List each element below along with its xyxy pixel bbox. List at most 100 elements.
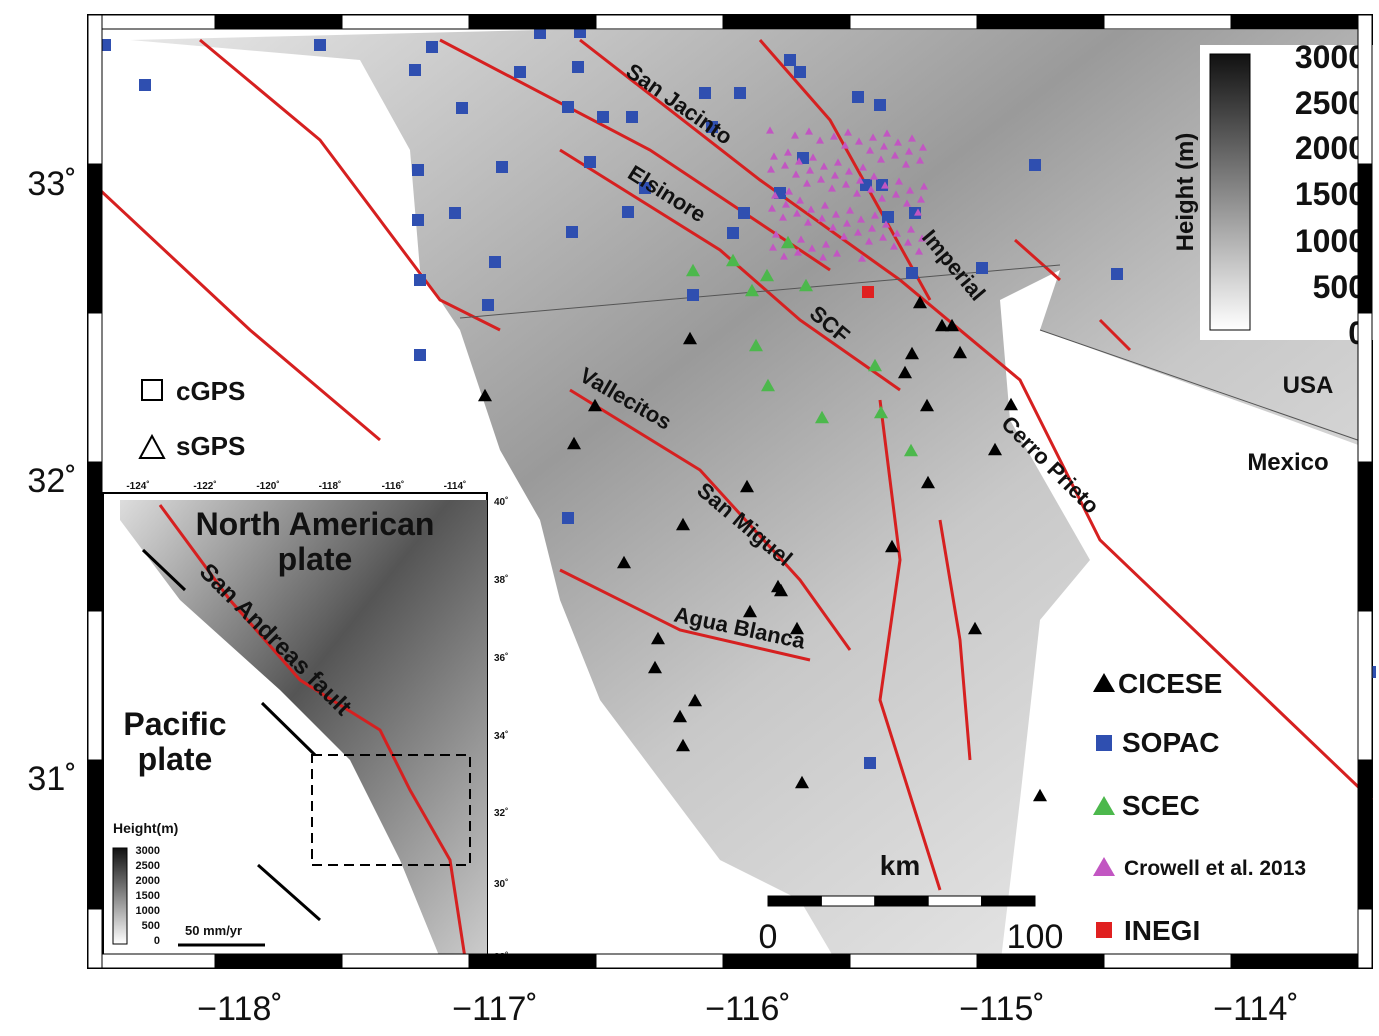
inset-colorbar-tick: 500: [142, 920, 160, 932]
colorbar-tick: 3000: [1295, 39, 1366, 75]
sopac-station: [412, 214, 424, 226]
sopac-station: [426, 41, 438, 53]
legend-square: [1096, 922, 1112, 938]
frame-band: [215, 15, 342, 29]
inset-lat-label: 32˚: [494, 807, 508, 819]
frame-band: [342, 15, 469, 29]
colorbar-tick: 1500: [1295, 176, 1366, 212]
sopac-station: [738, 207, 750, 219]
plate-label: Pacificplate: [123, 706, 226, 777]
sopac-station: [414, 349, 426, 361]
inset-colorbar-tick: 1500: [136, 890, 160, 902]
inset-lat-label: 36˚: [494, 652, 508, 664]
lon-label: −114˚: [1213, 990, 1298, 1028]
frame-band: [850, 15, 977, 29]
legend-label: SCEC: [1122, 790, 1200, 821]
legend-label: CICESE: [1118, 668, 1222, 699]
sopac-station: [734, 87, 746, 99]
sopac-station: [514, 66, 526, 78]
frame-band: [88, 15, 102, 164]
frame-band: [596, 954, 723, 968]
frame-band: [850, 954, 977, 968]
inset-lon-label: -114˚: [444, 480, 467, 492]
sopac-station: [572, 61, 584, 73]
sopac-station: [864, 757, 876, 769]
sopac-station: [449, 207, 461, 219]
inset-lon-label: -124˚: [126, 480, 149, 492]
sopac-station: [456, 102, 468, 114]
frame-band: [596, 15, 723, 29]
frame-band: [723, 954, 850, 968]
frame-band: [469, 15, 596, 29]
frame-band: [342, 954, 469, 968]
frame-band: [88, 15, 215, 29]
colorbar: [1210, 54, 1250, 330]
frame-band: [1358, 760, 1372, 909]
scale-label: 0: [759, 918, 778, 956]
frame-band: [1358, 15, 1372, 164]
lat-label: 33˚: [27, 165, 76, 203]
colorbar-title: Height (m): [1172, 133, 1199, 252]
frame-band: [88, 909, 102, 968]
sopac-station: [562, 512, 574, 524]
sopac-station: [727, 227, 739, 239]
frame-band: [1231, 954, 1358, 968]
lon-label: −115˚: [959, 990, 1044, 1028]
frame-band: [88, 462, 102, 611]
map: San Jacinto Elsinore Imperial SCF Vallec…: [0, 0, 1379, 1031]
sopac-station: [482, 299, 494, 311]
inset-colorbar-title: Height(m): [113, 820, 178, 836]
inset-lat-label: 34˚: [494, 730, 508, 742]
sopac-station: [976, 262, 988, 274]
sopac-station: [1111, 268, 1123, 280]
frame-band: [88, 760, 102, 909]
inset-colorbar-tick: 2000: [136, 875, 160, 887]
sopac-station: [874, 99, 886, 111]
colorbar-tick: 2500: [1295, 85, 1366, 121]
sopac-station: [584, 156, 596, 168]
inset-colorbar-tick: 2500: [136, 860, 160, 872]
frame-band: [88, 611, 102, 760]
scale-label: 100: [1007, 918, 1064, 956]
inset-colorbar-tick: 3000: [136, 845, 160, 857]
frame-band: [88, 164, 102, 313]
frame-band: [1358, 611, 1372, 760]
frame-band: [1104, 15, 1231, 29]
scale-segment: [875, 896, 928, 906]
frame-band: [977, 954, 1104, 968]
frame-band: [469, 954, 596, 968]
sopac-station: [409, 64, 421, 76]
sopac-station: [784, 54, 796, 66]
scale-segment: [821, 896, 874, 906]
inset-colorbar-tick: 1000: [136, 905, 160, 917]
inegi-station: [862, 286, 874, 298]
lon-label: −118˚: [197, 990, 282, 1028]
frame-band: [88, 313, 102, 462]
scale-segment: [982, 896, 1035, 906]
sopac-station: [139, 79, 151, 91]
inset-lat-label: 38˚: [494, 574, 508, 586]
sopac-station: [489, 256, 501, 268]
sopac-station: [626, 111, 638, 123]
frame-band: [1358, 164, 1372, 313]
country-label: Mexico: [1247, 449, 1328, 476]
frame-band: [1358, 909, 1372, 968]
lat-label: 32˚: [27, 462, 76, 500]
frame-band: [723, 15, 850, 29]
frame-band: [215, 954, 342, 968]
sopac-station: [699, 87, 711, 99]
sopac-station: [882, 211, 894, 223]
frame-band: [1104, 954, 1231, 968]
colorbar-tick: 2000: [1295, 130, 1366, 166]
legend-label: cGPS: [176, 376, 245, 406]
inset-lon-label: -122˚: [193, 480, 216, 492]
sopac-station: [1029, 159, 1041, 171]
scale-segment: [928, 896, 981, 906]
lat-label: 31˚: [27, 760, 76, 798]
legend-label: sGPS: [176, 431, 245, 461]
lon-label: −117˚: [452, 990, 537, 1028]
inset-lon-label: -120˚: [256, 480, 279, 492]
frame-band: [1231, 15, 1358, 29]
sopac-station: [566, 226, 578, 238]
